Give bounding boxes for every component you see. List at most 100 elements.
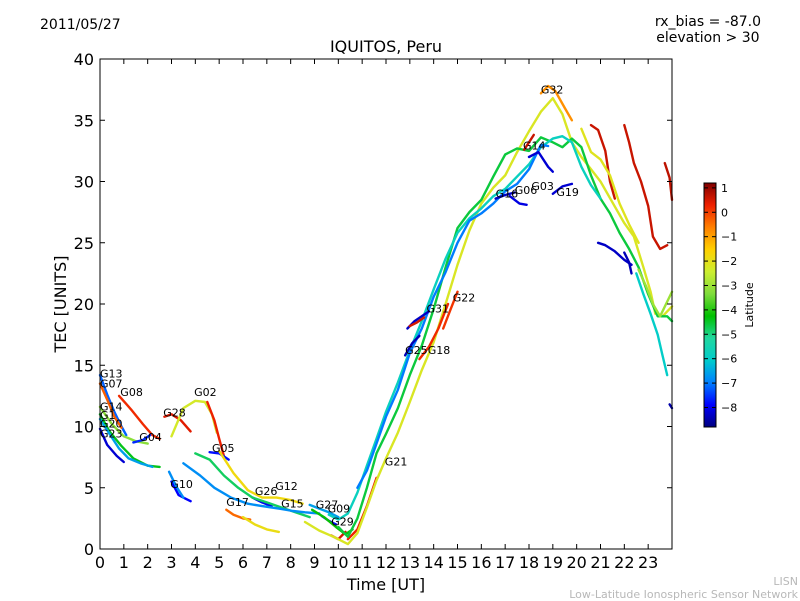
plot-frame [99,58,673,550]
satellite-label-9: G04 [139,431,162,444]
series-line-6 [117,394,161,440]
satellite-label-6: G23 [100,428,123,441]
series-line-7 [132,433,152,444]
series-line-32 [418,302,450,361]
x-axis-ticks: 0 1 2 3 4 5 6 7 8 9 10 11 12 13 14 15 16 17 18 19 20 21 22 23 [95,59,658,572]
satellite-label-25: G06 [515,184,538,197]
series-layer [98,84,674,546]
colorbar [703,182,717,428]
series-line-41 [623,123,669,251]
y-tick-label-6: 30 [74,173,94,192]
y-tick-label-4: 20 [74,295,94,314]
series-line-23 [310,508,354,536]
series-line-30 [403,334,421,357]
series-line-19 [182,462,321,515]
x-tick-label-7: 7 [262,553,272,572]
series-line-36 [508,195,528,206]
date-label: 2011/05/27 [40,17,121,33]
x-tick-label-6: 6 [238,553,248,572]
series-line-44 [623,251,633,275]
satellite-label-0: G13 [100,368,123,381]
series-line-46 [635,272,669,377]
satellite-label-24: G16 [496,187,519,200]
x-tick-label-18: 18 [519,553,539,572]
series-line-35 [494,191,516,200]
elevation-label: elevation > 30 [656,30,760,46]
y-axis-label: TEC [UNITS] [51,256,70,354]
series-line-37 [527,150,554,173]
x-tick-label-22: 22 [614,553,634,572]
satellite-label-15: G15 [281,497,304,510]
satellite-label-2: G08 [120,386,143,399]
satellite-label-5: G20 [100,418,123,431]
satellite-label-29: G32 [541,83,564,96]
satellite-label-27: G19 [556,186,579,199]
satellite-label-10: G05 [212,442,235,455]
x-tick-label-2: 2 [143,553,153,572]
colorbar-tick-label-1: 0 [721,206,728,219]
satellite-label-3: G14 [100,401,123,414]
colorbar-ticks: 1 0 −1 −2 −3 −4 −5 −6 −7 −8 [704,182,737,414]
satellite-label-1: G07 [100,377,123,390]
series-line-4 [98,417,154,469]
satellite-label-23: G22 [453,292,476,305]
series-line-43 [596,241,633,266]
series-line-25 [303,97,674,546]
series-line-34 [523,133,535,151]
satellite-label-11: G10 [170,478,193,491]
series-line-1 [98,382,123,429]
x-tick-label-12: 12 [376,553,396,572]
series-line-27 [327,135,602,521]
rx-bias-label: rx_bias = -87.0 [654,14,761,30]
y-tick-label-0: 0 [84,540,94,559]
colorbar-tick-label-8: −7 [721,377,737,390]
x-tick-label-20: 20 [566,553,586,572]
satellite-label-22: G31 [427,303,450,316]
colorbar-tick-label-6: −5 [721,328,737,341]
series-line-28 [356,143,550,489]
series-line-8 [163,413,192,433]
series-line-33 [442,290,459,330]
series-line-20 [308,503,340,519]
series-line-39 [539,84,574,122]
satellite-label-20: G25 [405,344,428,357]
x-tick-label-3: 3 [166,553,176,572]
colorbar-tick-label-4: −3 [721,279,737,292]
colorbar-tick-label-3: −2 [721,255,737,268]
colorbar-tick-label-0: 1 [721,182,728,195]
satellite-label-19: G21 [385,456,408,469]
y-tick-label-3: 15 [74,356,94,375]
x-tick-label-17: 17 [495,553,515,572]
y-tick-label-5: 25 [74,234,94,253]
x-tick-label-15: 15 [447,553,467,572]
colorbar-tick-label-9: −8 [721,401,737,414]
x-tick-label-16: 16 [471,553,491,572]
satellite-label-8: G02 [194,386,217,399]
colorbar-tick-label-7: −6 [721,353,737,366]
series-line-11 [208,451,230,461]
footer-lisn: LISN [773,575,798,588]
series-line-26 [337,136,674,538]
series-line-17 [218,449,304,505]
satellite-label-13: G26 [255,485,278,498]
satellite-label-21: G18 [428,344,451,357]
x-tick-label-0: 0 [95,553,105,572]
x-tick-label-23: 23 [638,553,658,572]
x-tick-label-4: 4 [190,553,200,572]
colorbar-tick-label-5: −4 [721,304,737,317]
x-tick-label-21: 21 [590,553,610,572]
series-line-31 [408,316,426,328]
satellite-label-17: G09 [328,502,351,515]
y-tick-label-1: 5 [84,479,94,498]
satellite-label-16: G27 [316,499,339,512]
series-line-40 [589,123,616,200]
x-tick-label-9: 9 [309,553,319,572]
footer-network: Low-Latitude Ionospheric Sensor Network [569,588,798,601]
x-tick-label-10: 10 [328,553,348,572]
colorbar-label: Latitude [743,282,756,328]
x-tick-label-8: 8 [286,553,296,572]
y-tick-label-8: 40 [74,50,94,69]
x-tick-label-14: 14 [423,553,443,572]
series-line-47 [580,127,640,244]
